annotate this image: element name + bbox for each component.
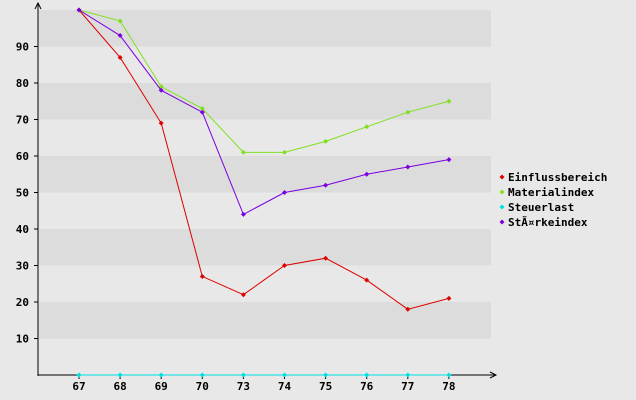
- x-tick-label: 78: [442, 380, 455, 393]
- data-point: [446, 157, 452, 163]
- grid-band: [39, 229, 491, 266]
- x-axis-ticks: 67 68 69 70 73 74 75 76 77 78: [72, 375, 456, 393]
- data-point: [117, 33, 123, 39]
- y-axis-ticks: 10 20 30 40 50 60 70 80 90: [16, 41, 38, 346]
- y-tick-label: 10: [16, 333, 29, 346]
- x-tick-label: 67: [72, 380, 85, 393]
- legend-swatch-icon: [499, 204, 505, 210]
- x-tick-label: 73: [237, 380, 250, 393]
- y-tick-label: 20: [16, 296, 29, 309]
- data-point: [323, 182, 329, 188]
- data-point: [446, 98, 452, 104]
- series-group: [76, 7, 452, 378]
- data-point: [199, 106, 205, 112]
- legend-item: StÃ¤rkeindex: [499, 216, 588, 229]
- series-line: [78, 9, 449, 216]
- y-tick-label: 30: [16, 260, 29, 273]
- data-point: [240, 292, 246, 298]
- legend-swatch-icon: [499, 174, 505, 180]
- legend-label: Steuerlast: [508, 201, 574, 214]
- grid-band: [39, 119, 491, 156]
- data-point: [282, 149, 287, 155]
- data-point: [117, 54, 123, 60]
- series-1: [76, 7, 452, 155]
- x-tick-label: 74: [278, 380, 292, 393]
- data-point: [405, 164, 411, 170]
- grid-band: [39, 265, 491, 302]
- grid-band: [39, 338, 491, 375]
- data-point: [158, 120, 164, 126]
- data-point: [199, 109, 205, 115]
- data-point: [117, 372, 123, 378]
- data-point: [405, 372, 411, 378]
- x-tick-label: 70: [196, 380, 209, 393]
- data-point: [364, 372, 370, 378]
- x-tick-label: 76: [360, 380, 374, 393]
- data-point: [364, 277, 370, 283]
- data-point: [446, 372, 452, 378]
- grid-bands: [39, 10, 491, 375]
- data-point: [364, 171, 370, 177]
- legend: Einflussbereich Materialindex Steuerlast St…: [499, 171, 607, 229]
- y-tick-label: 60: [16, 150, 29, 163]
- legend-item: Steuerlast: [499, 201, 574, 214]
- series-line: [78, 9, 450, 153]
- legend-label: Materialindex: [508, 186, 594, 199]
- data-point: [282, 263, 287, 268]
- y-tick-label: 40: [16, 223, 29, 236]
- x-tick-label: 77: [401, 380, 414, 393]
- data-point: [323, 255, 329, 261]
- y-tick-label: 70: [16, 114, 29, 127]
- x-tick-label: 68: [113, 380, 126, 393]
- x-tick-label: 69: [155, 380, 168, 393]
- legend-label: Einflussbereich: [508, 171, 607, 184]
- data-point: [446, 295, 452, 301]
- data-point: [323, 138, 329, 144]
- grid-band: [39, 46, 491, 83]
- data-point: [282, 190, 287, 195]
- legend-item: Einflussbereich: [499, 171, 607, 184]
- x-tick-label: 75: [319, 380, 332, 393]
- data-point: [364, 124, 370, 130]
- grid-band: [39, 192, 491, 229]
- series-2: [76, 372, 452, 378]
- data-point: [158, 372, 164, 378]
- y-tick-label: 90: [16, 41, 29, 54]
- data-point: [76, 7, 82, 13]
- y-axis-arrow: [34, 1, 42, 10]
- data-point: [323, 372, 329, 378]
- data-point: [405, 109, 411, 115]
- data-point: [240, 372, 246, 378]
- grid-band: [39, 156, 491, 193]
- series-3: [76, 7, 452, 217]
- grid-band: [39, 83, 491, 120]
- data-point: [282, 372, 287, 378]
- data-point: [240, 211, 246, 217]
- data-point: [405, 306, 411, 312]
- data-point: [117, 18, 123, 24]
- legend-swatch-icon: [499, 219, 505, 225]
- data-point: [240, 149, 246, 155]
- y-tick-label: 80: [16, 77, 29, 90]
- x-axis-arrow: [489, 371, 498, 379]
- data-point: [199, 273, 205, 279]
- series-line: [78, 9, 450, 310]
- data-point: [158, 87, 164, 93]
- legend-item: Materialindex: [499, 186, 594, 199]
- y-tick-label: 50: [16, 187, 29, 200]
- legend-label: StÃ¤rkeindex: [508, 216, 588, 229]
- data-point: [76, 372, 82, 378]
- data-point: [199, 372, 205, 378]
- legend-swatch-icon: [499, 189, 505, 195]
- grid-band: [39, 302, 491, 339]
- grid-band: [39, 10, 491, 47]
